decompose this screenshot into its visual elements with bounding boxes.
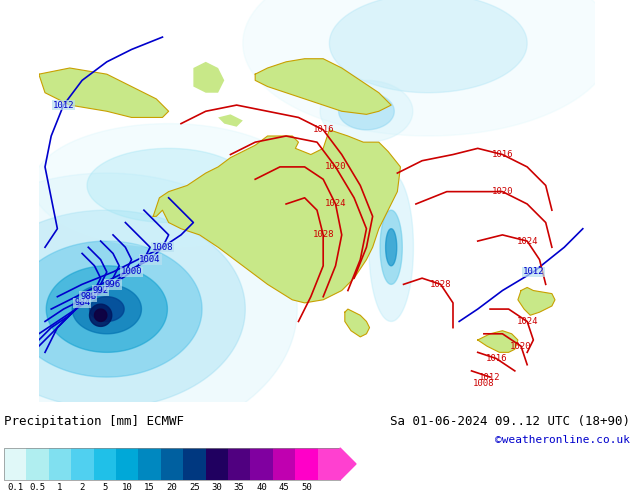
Text: 0.5: 0.5	[30, 483, 46, 490]
Polygon shape	[518, 288, 555, 315]
Polygon shape	[193, 62, 224, 93]
Text: 5: 5	[102, 483, 108, 490]
Text: 1024: 1024	[517, 317, 538, 326]
Polygon shape	[0, 210, 245, 408]
Polygon shape	[330, 0, 527, 93]
Bar	[318, 448, 340, 480]
Polygon shape	[46, 266, 167, 352]
Bar	[138, 448, 161, 480]
Bar	[116, 448, 138, 480]
Polygon shape	[243, 0, 614, 136]
Text: 1024: 1024	[517, 237, 538, 245]
Polygon shape	[345, 309, 370, 337]
Polygon shape	[94, 309, 107, 321]
Text: 20: 20	[167, 483, 178, 490]
Text: 15: 15	[144, 483, 155, 490]
Text: 1024: 1024	[325, 199, 346, 208]
Text: 1: 1	[57, 483, 63, 490]
Polygon shape	[33, 123, 304, 247]
Polygon shape	[218, 114, 243, 127]
Text: 1020: 1020	[492, 187, 513, 196]
Text: 2: 2	[80, 483, 85, 490]
Text: 1012: 1012	[479, 372, 501, 382]
Bar	[4, 448, 340, 480]
Polygon shape	[478, 331, 518, 352]
Polygon shape	[385, 229, 397, 266]
Text: 1028: 1028	[430, 280, 451, 289]
Bar	[49, 448, 71, 480]
Text: 1016: 1016	[486, 354, 507, 363]
Text: 1028: 1028	[313, 230, 334, 240]
Polygon shape	[153, 130, 401, 303]
Bar	[27, 448, 49, 480]
Bar	[161, 448, 183, 480]
Text: 45: 45	[278, 483, 289, 490]
Polygon shape	[380, 210, 403, 284]
Text: 35: 35	[234, 483, 245, 490]
Polygon shape	[89, 297, 124, 321]
Polygon shape	[0, 173, 297, 445]
Polygon shape	[369, 173, 413, 321]
Text: 40: 40	[256, 483, 267, 490]
Text: 25: 25	[189, 483, 200, 490]
Text: 1020: 1020	[510, 342, 532, 351]
Bar	[250, 448, 273, 480]
Bar	[295, 448, 318, 480]
Text: 0.1: 0.1	[7, 483, 23, 490]
Polygon shape	[72, 284, 141, 334]
Bar	[94, 448, 116, 480]
Polygon shape	[320, 80, 413, 142]
Text: 996: 996	[105, 280, 121, 289]
Polygon shape	[339, 93, 394, 130]
Text: 1004: 1004	[139, 255, 161, 264]
Text: Precipitation [mm] ECMWF: Precipitation [mm] ECMWF	[4, 415, 184, 428]
Bar	[228, 448, 250, 480]
Text: 992: 992	[93, 286, 108, 295]
Bar	[4, 448, 27, 480]
Text: 30: 30	[211, 483, 222, 490]
Text: 988: 988	[81, 292, 96, 301]
Text: 984: 984	[74, 298, 90, 307]
Text: 1016: 1016	[313, 125, 334, 134]
Bar	[273, 448, 295, 480]
Text: 1000: 1000	[121, 268, 142, 276]
Text: ©weatheronline.co.uk: ©weatheronline.co.uk	[495, 435, 630, 445]
Bar	[183, 448, 205, 480]
Text: 1016: 1016	[492, 150, 513, 159]
Text: 1020: 1020	[325, 162, 346, 171]
Polygon shape	[255, 59, 391, 114]
Polygon shape	[39, 68, 169, 118]
Polygon shape	[89, 304, 112, 326]
Bar	[71, 448, 94, 480]
Polygon shape	[340, 448, 356, 480]
Text: 1012: 1012	[522, 268, 544, 276]
Text: 1012: 1012	[53, 100, 74, 110]
Text: 1008: 1008	[152, 243, 173, 252]
Text: 50: 50	[301, 483, 312, 490]
Text: 10: 10	[122, 483, 133, 490]
Polygon shape	[11, 241, 202, 377]
Polygon shape	[87, 148, 250, 222]
Bar	[205, 448, 228, 480]
Text: Sa 01-06-2024 09..12 UTC (18+90): Sa 01-06-2024 09..12 UTC (18+90)	[390, 415, 630, 428]
Text: 1008: 1008	[473, 379, 495, 388]
